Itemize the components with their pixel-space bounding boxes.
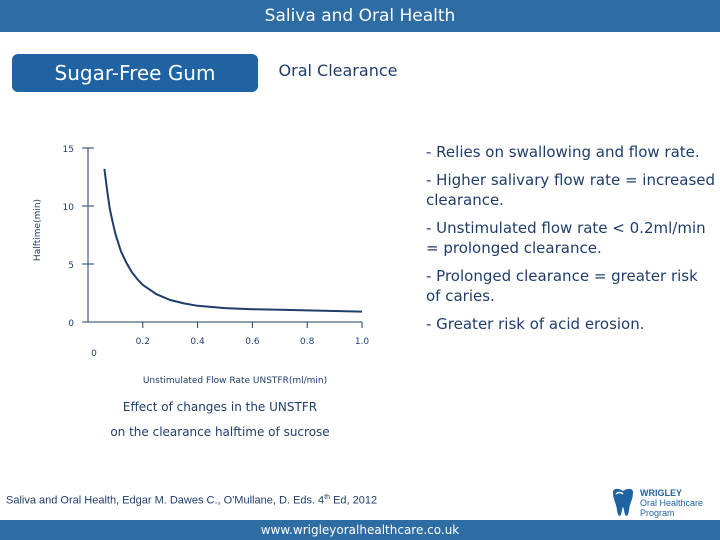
bullet-item: - Higher salivary flow rate = increased … (426, 171, 716, 209)
y-tick-label: 10 (63, 203, 75, 213)
wrigley-logo: WRIGLEY Oral Healthcare Program (610, 488, 710, 520)
y-tick-label: 0 (68, 319, 74, 329)
series-line-halftime (103, 168, 363, 313)
bullet-item: - Unstimulated flow rate < 0.2ml/min = p… (426, 219, 706, 257)
chart-caption-line-1: Effect of changes in the UNSTFR (122, 400, 318, 414)
tab-oral-clearance[interactable]: Oral Clearance (258, 54, 418, 88)
bullet-item: - Prolonged clearance = greater risk of … (426, 267, 698, 305)
bullet-item: - Greater risk of acid erosion. (426, 315, 645, 333)
logo-line-1: WRIGLEY (640, 488, 682, 498)
x-axis-label: Unstimulated Flow Rate UNSTFR(ml/min) (143, 376, 327, 386)
tooth-icon (613, 488, 633, 516)
logo-line-3: Program (640, 508, 675, 518)
tab-sugar-free-gum[interactable]: Sugar-Free Gum (12, 54, 258, 92)
x-origin-label: 0 (91, 349, 97, 359)
reference-citation: Saliva and Oral Health, Edgar M. Dawes C… (6, 494, 377, 507)
clearance-chart: Halftime(min) Unstimulated Flow Rate UNS… (33, 145, 370, 386)
footer-url-link[interactable]: www.wrigleyoralhealthcare.co.uk (260, 523, 460, 537)
x-tick-label: 0.6 (245, 337, 260, 347)
page-title: Saliva and Oral Health (264, 6, 456, 26)
x-tick-label: 1.0 (355, 337, 370, 347)
reference-text-end: Ed, 2012 (330, 494, 378, 507)
x-tick-label: 0.8 (300, 337, 315, 347)
y-axis-label: Halftime(min) (33, 199, 43, 261)
bullet-list: - Relies on swallowing and flow rate. - … (426, 142, 716, 342)
header-bar: Saliva and Oral Health (0, 0, 720, 32)
y-tick-label: 15 (63, 145, 74, 155)
reference-text: Saliva and Oral Health, Edgar M. Dawes C… (6, 494, 325, 507)
x-tick-label: 0.2 (136, 337, 150, 347)
chart-caption-line-2: on the clearance halftime of sucrose (110, 425, 330, 439)
footer-bar: www.wrigleyoralhealthcare.co.uk (0, 520, 720, 540)
y-tick-label: 5 (68, 261, 74, 271)
bullet-item: - Relies on swallowing and flow rate. (426, 143, 700, 161)
x-tick-label: 0.4 (190, 337, 205, 347)
logo-line-2: Oral Healthcare (640, 498, 704, 508)
reference-superscript: th (324, 494, 331, 501)
